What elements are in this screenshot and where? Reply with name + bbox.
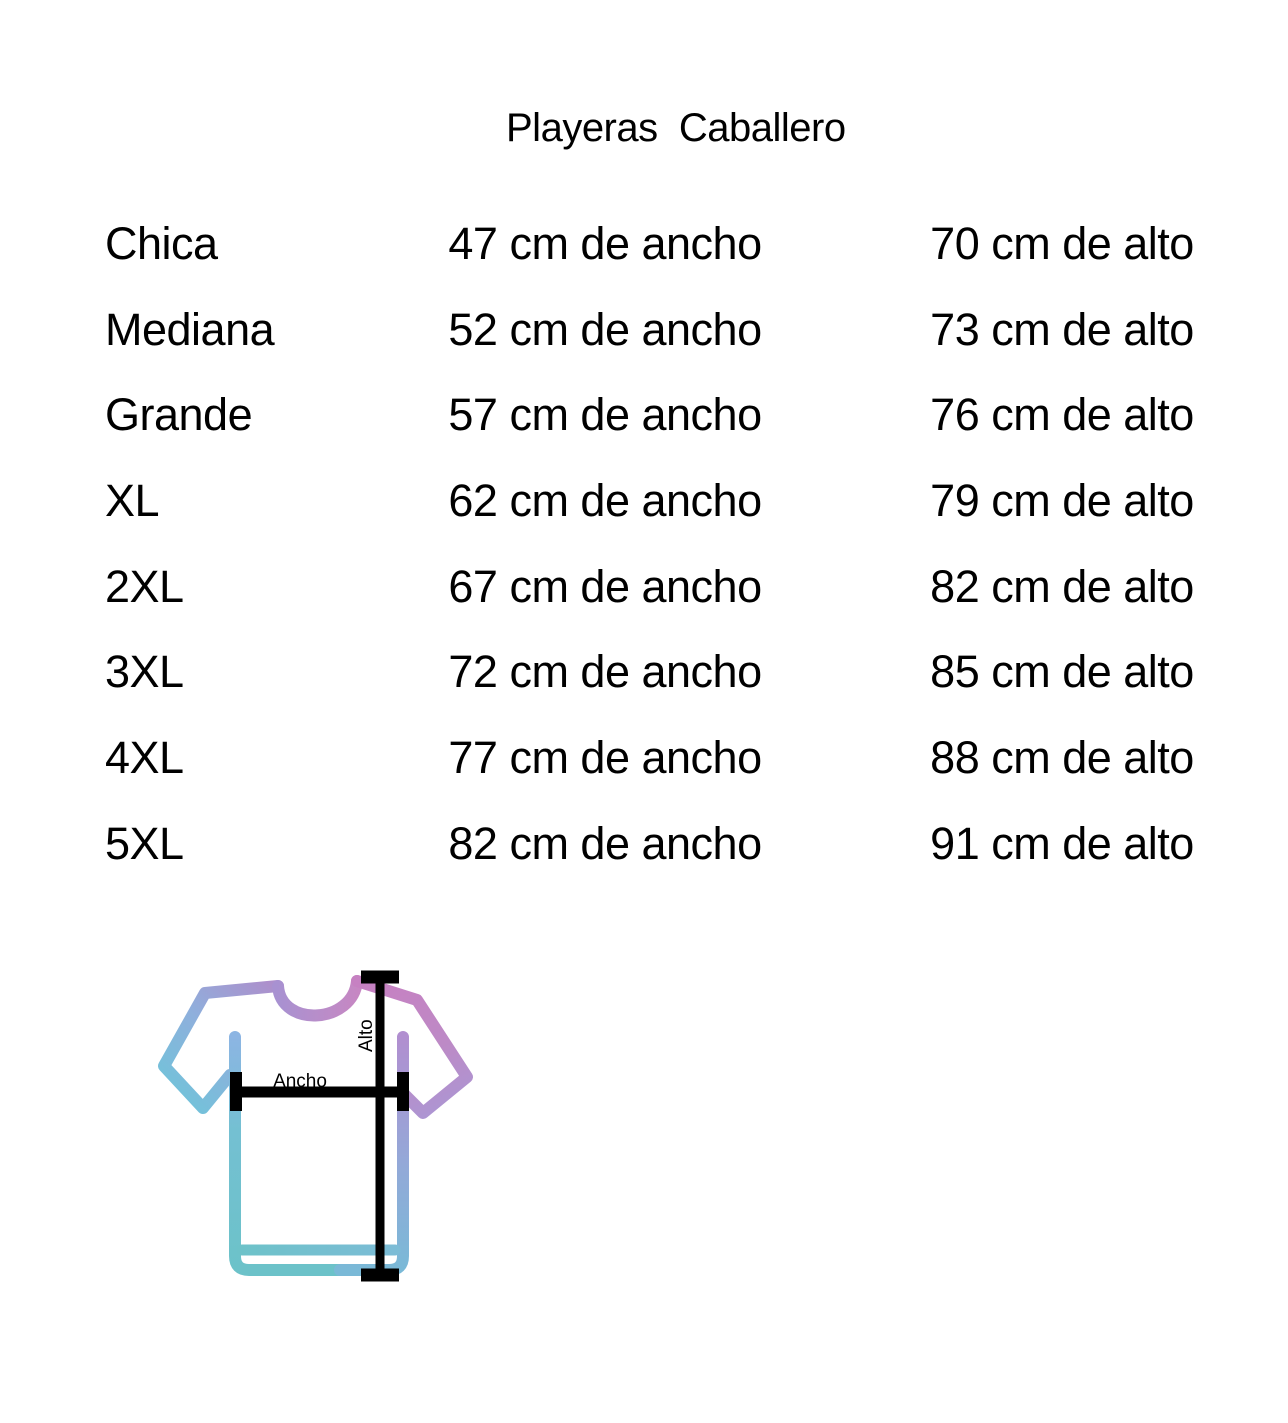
alto-value: 88 cm de alto: [930, 731, 1194, 783]
tshirt-right-sleeve: [351, 975, 473, 1119]
ancho-value: 47 cm de ancho: [448, 217, 762, 269]
alto-value: 85 cm de alto: [930, 646, 1194, 698]
ancho-value: 57 cm de ancho: [448, 389, 762, 441]
alto-value: 82 cm de alto: [930, 560, 1194, 612]
ancho-label: Ancho: [273, 1071, 327, 1092]
ancho-value: 72 cm de ancho: [448, 646, 762, 698]
ancho-value: 82 cm de ancho: [448, 817, 762, 869]
ancho-value: 62 cm de ancho: [448, 474, 762, 526]
tshirt-measurement-diagram: Ancho Alto: [158, 970, 473, 1282]
ancho-value: 52 cm de ancho: [448, 303, 762, 355]
tshirt-collar: [272, 975, 363, 1022]
alto-value: 76 cm de alto: [930, 389, 1194, 441]
size-row: 2XL 67 cm de ancho 82 cm de alto: [0, 544, 1288, 630]
size-label: XL: [105, 474, 160, 526]
alto-label: Alto: [356, 1019, 377, 1052]
tshirt-body-left-side: [229, 1031, 346, 1276]
size-row: Chica 47 cm de ancho 70 cm de alto: [0, 201, 1288, 287]
size-label: 2XL: [105, 560, 184, 612]
size-label: 3XL: [105, 646, 184, 698]
tshirt-left-sleeve: [158, 980, 284, 1114]
alto-value: 70 cm de alto: [930, 217, 1194, 269]
size-row: Grande 57 cm de ancho 76 cm de alto: [0, 372, 1288, 458]
alto-value: 73 cm de alto: [930, 303, 1194, 355]
size-label: Chica: [105, 217, 218, 269]
size-label: 5XL: [105, 817, 184, 869]
size-row: 3XL 72 cm de ancho 85 cm de alto: [0, 629, 1288, 715]
size-label: Mediana: [105, 303, 275, 355]
page-title: Playeras Caballero: [506, 106, 846, 150]
size-label: 4XL: [105, 731, 184, 783]
ancho-value: 67 cm de ancho: [448, 560, 762, 612]
alto-value: 91 cm de alto: [930, 817, 1194, 869]
size-table: Chica 47 cm de ancho 70 cm de alto Mediana 5…: [0, 201, 1288, 887]
size-row: XL 62 cm de ancho 79 cm de alto: [0, 458, 1288, 544]
size-row: Mediana 52 cm de ancho 73 cm de alto: [0, 287, 1288, 373]
size-row: 4XL 77 cm de ancho 88 cm de alto: [0, 715, 1288, 801]
tshirt-body-right-side: [334, 1031, 409, 1276]
size-row: 5XL 82 cm de ancho 91 cm de alto: [0, 801, 1288, 887]
ancho-value: 77 cm de ancho: [448, 731, 762, 783]
size-label: Grande: [105, 389, 253, 441]
alto-value: 79 cm de alto: [930, 474, 1194, 526]
